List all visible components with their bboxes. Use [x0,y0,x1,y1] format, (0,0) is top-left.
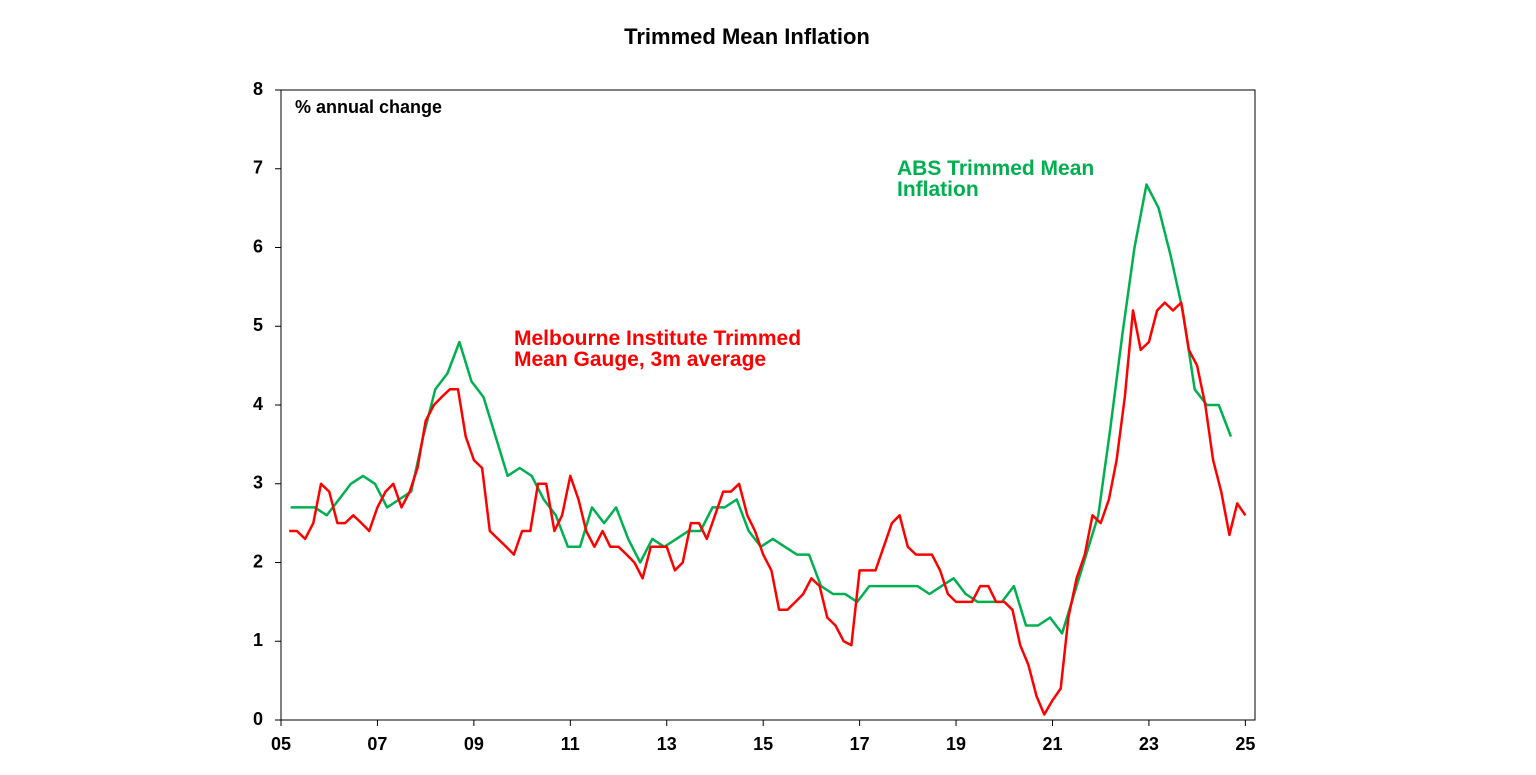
series-line [289,301,1247,716]
x-tick-label: 05 [271,734,291,754]
x-tick-label: 11 [561,734,580,754]
x-tick-label: 07 [367,734,387,754]
series-label: Melbourne Institute Trimmed Mean Gauge, … [514,327,802,371]
x-tick-label: 19 [946,734,966,754]
y-tick-label: 2 [253,551,263,571]
x-tick-label: 21 [1042,734,1062,754]
y-tick-label: 8 [253,79,263,99]
y-tick-label: 5 [253,315,263,335]
x-tick-label: 15 [753,734,773,754]
series-label: ABS Trimmed Mean Inflation [897,157,1095,201]
y-tick-label: 7 [253,158,263,178]
chart-title: Trimmed Mean Inflation [624,24,870,49]
x-tick-label: 09 [464,734,484,754]
y-tick-label: 0 [253,709,263,729]
y-axis-label: % annual change [295,97,442,117]
y-tick-label: 3 [253,473,263,493]
y-tick-label: 4 [253,394,263,414]
x-tick-label: 23 [1139,734,1159,754]
y-tick-label: 1 [253,630,263,650]
x-tick-label: 17 [850,734,870,754]
y-tick-label: 6 [253,236,263,256]
x-tick-label: 13 [657,734,677,754]
x-tick-label: 25 [1235,734,1255,754]
